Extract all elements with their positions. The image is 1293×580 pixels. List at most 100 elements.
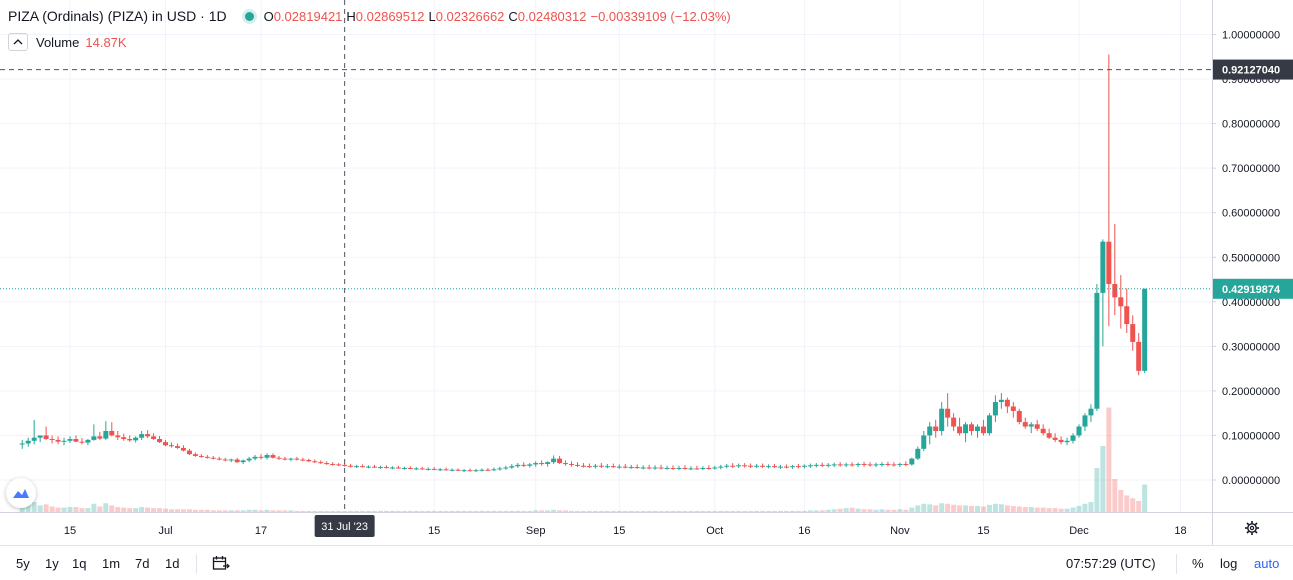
candle-body	[342, 464, 348, 466]
volume-bar	[1082, 503, 1088, 512]
candle-body	[258, 456, 264, 458]
candle-body	[210, 457, 216, 459]
candle	[867, 462, 873, 467]
candle-body	[688, 468, 694, 470]
candle	[1052, 433, 1058, 443]
candle	[545, 461, 551, 467]
candle	[1058, 436, 1064, 445]
percent-scale-button[interactable]: %	[1192, 556, 1204, 571]
ohlc-value: 0.02819421	[273, 8, 343, 24]
y-tick-label: 0.70000000	[1222, 163, 1280, 175]
candle	[479, 468, 485, 472]
volume-bar	[151, 508, 157, 512]
candle	[658, 464, 664, 470]
volume-bar	[551, 509, 557, 512]
gear-icon[interactable]	[1244, 520, 1260, 541]
volume-bar	[873, 509, 879, 512]
utc-clock[interactable]: 07:57:29 (UTC)	[1066, 556, 1156, 571]
volume-bar	[700, 510, 706, 512]
candle	[485, 467, 491, 472]
volume-bar	[336, 510, 342, 512]
volume-bar	[527, 510, 533, 512]
range-1d-button[interactable]: 1d	[165, 556, 180, 571]
candle	[945, 393, 951, 427]
candle	[903, 461, 909, 467]
candle-body	[198, 455, 204, 457]
candle-body	[945, 408, 951, 418]
candle-body	[467, 470, 473, 472]
candle	[97, 431, 103, 440]
calendar-range-icon[interactable]	[212, 555, 230, 574]
volume-bar	[772, 510, 778, 512]
volume-bar	[1046, 508, 1052, 512]
range-1m-button[interactable]: 1m	[102, 556, 121, 571]
y-tick-label: 0.30000000	[1222, 341, 1280, 353]
volume-bar	[240, 510, 246, 512]
volume-bar	[204, 509, 210, 512]
volume-bar	[1052, 508, 1058, 512]
range-5y-button[interactable]: 5y	[16, 556, 30, 571]
candle-body	[73, 439, 79, 442]
candle	[980, 419, 986, 436]
candle-body	[754, 465, 760, 467]
candle	[389, 466, 395, 470]
candle-body	[1100, 241, 1106, 293]
candle	[294, 456, 300, 461]
volume-bar	[885, 509, 891, 512]
candle-body	[1004, 399, 1010, 407]
candle-body	[879, 463, 885, 465]
volume-bar	[694, 510, 700, 512]
candle	[473, 468, 479, 472]
range-1y-button[interactable]: 1y	[45, 556, 59, 571]
log-scale-button[interactable]: log	[1220, 556, 1238, 571]
volume-bar	[628, 510, 634, 512]
candle	[401, 466, 407, 470]
price-chart[interactable]: 0.00000000 0.10000000 0.20000000 0.30000000…	[0, 0, 1293, 545]
candle-body	[377, 467, 383, 469]
candle-body	[395, 467, 401, 469]
volume-bar	[437, 510, 443, 512]
volume-bar	[407, 510, 413, 512]
candle	[957, 417, 963, 436]
candle-body	[891, 464, 897, 466]
candle	[73, 435, 79, 443]
candle-body	[986, 415, 992, 434]
volume-bar	[563, 510, 569, 512]
candle	[288, 457, 294, 462]
volume-bar	[330, 510, 336, 512]
candle-body	[813, 464, 819, 466]
candle-body	[921, 435, 927, 449]
range-1q-button[interactable]: 1q	[72, 556, 87, 571]
crosshair-date-label-bg	[314, 515, 375, 537]
tradingview-logo-icon[interactable]	[6, 478, 36, 508]
candle-body	[1022, 422, 1028, 427]
range-7d-button[interactable]: 7d	[135, 556, 150, 571]
candle-body	[246, 458, 252, 461]
candle-body	[903, 463, 909, 465]
volume-bar	[706, 510, 712, 512]
volume-bar	[360, 510, 366, 512]
volume-bar	[951, 504, 957, 512]
candle-body	[37, 435, 43, 438]
candle-body	[49, 439, 55, 441]
candle	[383, 465, 389, 469]
last-price-label-text: 0.42919874	[1222, 284, 1281, 296]
candles	[19, 54, 1148, 472]
volume-bar	[485, 510, 491, 512]
auto-scale-button[interactable]: auto	[1254, 556, 1280, 571]
volume-bar	[736, 510, 742, 512]
candle	[986, 413, 992, 436]
chevron-up-icon[interactable]	[8, 33, 28, 51]
candle	[951, 413, 957, 431]
candle	[533, 461, 539, 467]
candle	[85, 439, 91, 446]
candle-body	[760, 465, 766, 467]
candle-body	[503, 467, 509, 469]
volume-bar	[133, 508, 139, 512]
candle-body	[270, 455, 276, 458]
volume-bar	[592, 510, 598, 512]
candle-body	[485, 469, 491, 471]
volume-bar	[228, 510, 234, 512]
candle	[366, 465, 372, 469]
candle-body	[216, 458, 222, 460]
